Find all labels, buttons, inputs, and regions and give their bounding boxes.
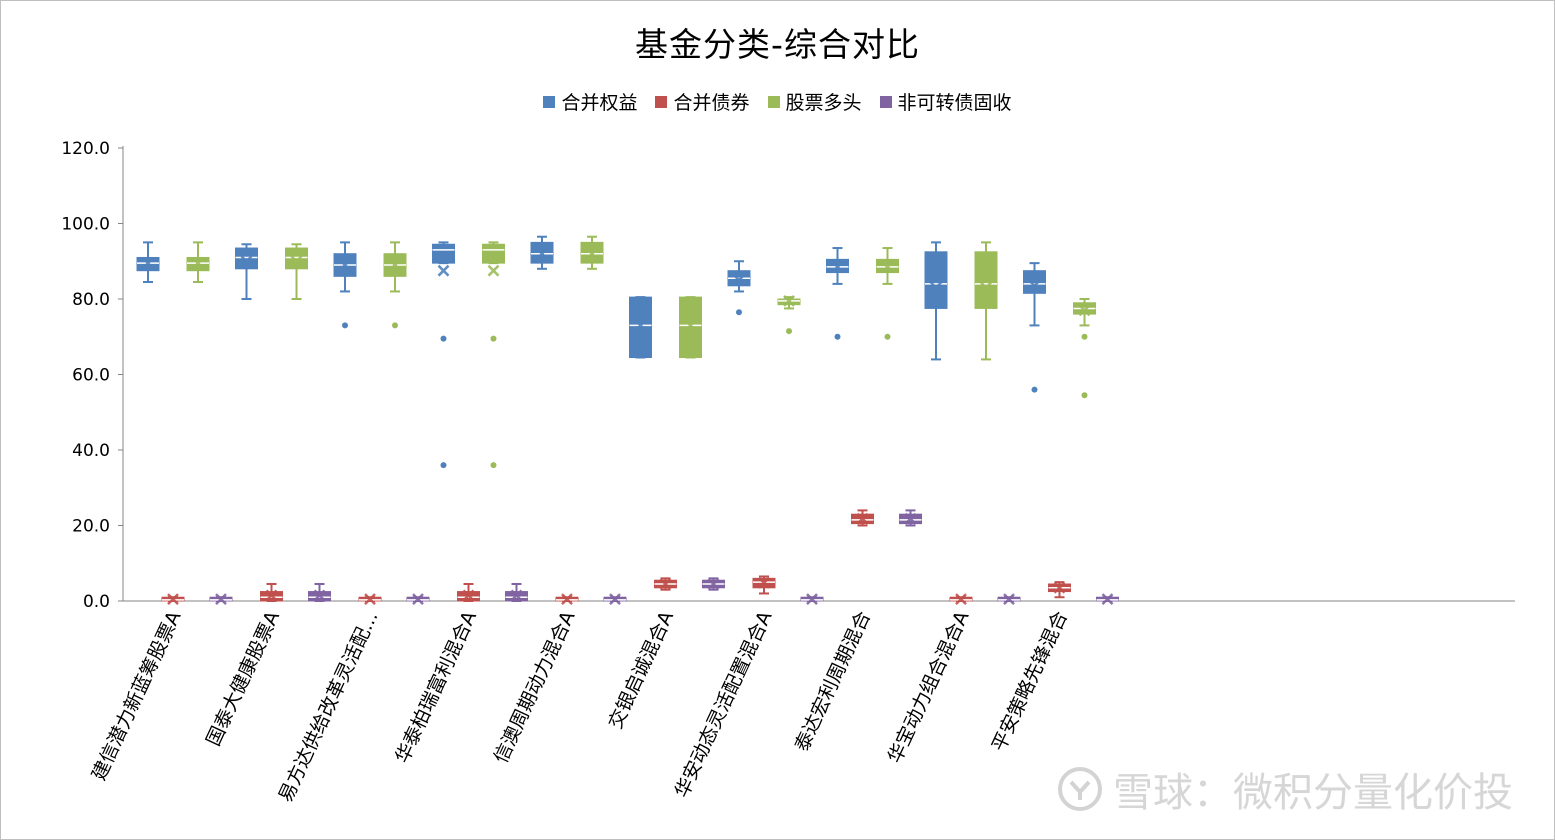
box-mean-marker xyxy=(313,589,326,602)
x-tick-label: 国泰大健康股票A xyxy=(202,608,284,750)
box-mean-marker xyxy=(684,319,697,332)
legend-item: 合并债券 xyxy=(655,88,750,115)
box-mean-marker xyxy=(609,593,621,605)
box-mean-marker xyxy=(487,264,500,277)
legend-swatch xyxy=(655,95,668,108)
box-mean-marker xyxy=(980,281,992,294)
watermark-text: 雪球：微积分量化价投 xyxy=(1113,770,1513,816)
box-mean-marker xyxy=(659,578,672,590)
box-outlier-point xyxy=(392,322,398,329)
box-mean-marker xyxy=(389,259,401,271)
box-iqr xyxy=(432,243,455,264)
x-tick-label: 交银启诚混合A xyxy=(604,608,678,732)
x-tick-label: 华安动态灵活配置混合A xyxy=(671,608,777,801)
box-mean-marker xyxy=(536,247,548,260)
box-mean-marker xyxy=(339,259,351,271)
legend-item: 合并权益 xyxy=(543,88,637,115)
watermark: 雪球：微积分量化价投 xyxy=(1057,760,1513,818)
box-mean-marker xyxy=(192,257,204,270)
box-outlier-point xyxy=(884,333,891,340)
snowball-logo-icon xyxy=(1058,767,1102,811)
box-mean-marker xyxy=(904,512,917,525)
box-iqr xyxy=(285,247,308,270)
box-iqr xyxy=(974,251,998,309)
box-outlier-point xyxy=(1031,386,1038,393)
box-mean-marker xyxy=(215,593,227,605)
box-iqr xyxy=(924,251,948,309)
chart-legend: 合并权益 合并债券 股票多头 非可转债固收 xyxy=(0,88,1555,115)
box-mean-marker xyxy=(733,274,745,287)
legend-label: 合并债券 xyxy=(673,92,750,114)
box-outlier-point xyxy=(1081,333,1088,340)
box-mean-marker xyxy=(955,593,967,605)
box-mean-marker xyxy=(634,319,647,332)
legend-swatch xyxy=(767,95,780,108)
box-outlier-point xyxy=(490,462,497,469)
box-mean-marker xyxy=(240,255,253,268)
box-mean-marker xyxy=(1101,593,1114,605)
box-mean-marker xyxy=(290,255,303,268)
y-tick-label: 100.0 xyxy=(61,215,110,235)
y-tick-label: 120.0 xyxy=(61,139,110,159)
legend-swatch xyxy=(543,95,556,108)
x-tick-label: 华宝动力组合混合A xyxy=(884,608,974,767)
box-iqr xyxy=(235,247,258,270)
box-iqr xyxy=(629,296,652,359)
y-tick-label: 80.0 xyxy=(72,290,110,310)
legend-item: 非可转债固收 xyxy=(879,88,1012,115)
box-mean-marker xyxy=(783,295,795,307)
box-mean-marker xyxy=(142,257,154,270)
box-mean-marker xyxy=(1053,581,1066,594)
box-mean-marker xyxy=(265,589,278,602)
box-mean-marker xyxy=(437,264,450,277)
y-tick-label: 20.0 xyxy=(72,517,110,537)
box-outlier-point xyxy=(490,335,497,342)
box-iqr xyxy=(679,296,702,359)
y-tick-label: 60.0 xyxy=(72,366,110,386)
legend-label: 非可转债固收 xyxy=(897,92,1012,114)
box-mean-marker xyxy=(167,593,179,605)
x-tick-label: 华泰柏瑞富利混合A xyxy=(391,608,481,767)
legend-label: 股票多头 xyxy=(785,92,862,114)
box-outlier-point xyxy=(440,462,447,469)
box-mean-marker xyxy=(1078,304,1091,317)
x-tick-label: 泰达宏利周期混合 xyxy=(791,608,875,755)
x-tick-label: 建信潜力新蓝筹股票A xyxy=(88,608,186,784)
box-outlier-point xyxy=(736,309,742,316)
box-outlier-point xyxy=(786,328,792,335)
box-mean-marker xyxy=(561,593,573,605)
box-mean-marker xyxy=(930,281,942,294)
y-tick-label: 0.0 xyxy=(83,592,110,612)
box-mean-marker xyxy=(1028,279,1041,292)
box-mean-marker xyxy=(831,261,844,273)
legend-label: 合并权益 xyxy=(561,92,638,114)
box-outlier-point xyxy=(1081,392,1088,399)
box-mean-marker xyxy=(586,247,598,260)
legend-item: 股票多头 xyxy=(767,88,862,115)
x-tick-label: 信澳周期动力混合A xyxy=(490,608,580,767)
x-tick-label: 易方达供给改革灵活配... xyxy=(275,608,383,806)
box-mean-marker xyxy=(412,593,424,605)
box-mean-marker xyxy=(462,589,475,602)
box-mean-marker xyxy=(707,578,720,590)
box-outlier-point xyxy=(440,335,447,342)
x-tick-label: 平安策略先锋混合 xyxy=(988,608,1072,755)
box-outlier-point xyxy=(342,322,348,329)
box-iqr xyxy=(482,243,505,264)
box-mean-marker xyxy=(856,512,869,525)
box-mean-marker xyxy=(510,589,523,602)
box-mean-marker xyxy=(881,261,894,273)
box-mean-marker xyxy=(758,576,770,589)
box-mean-marker xyxy=(806,593,818,605)
box-mean-marker xyxy=(364,593,376,605)
box-outlier-point xyxy=(834,333,841,340)
y-tick-label: 40.0 xyxy=(72,441,110,461)
box-mean-marker xyxy=(1003,593,1015,605)
chart-title: 基金分类-综合对比 xyxy=(635,25,920,64)
box-iqr xyxy=(1023,270,1046,294)
legend-swatch xyxy=(879,95,892,108)
